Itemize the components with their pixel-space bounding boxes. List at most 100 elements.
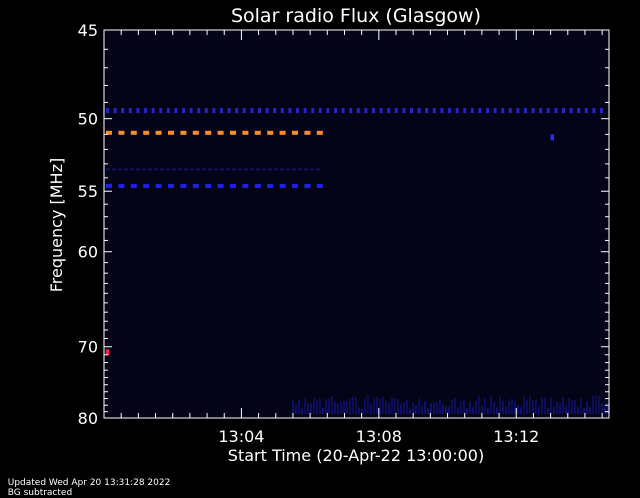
interference-53.4MHz-segment	[184, 168, 188, 171]
interference-50.9MHz-segment	[168, 130, 174, 135]
footer: Updated Wed Apr 20 13:31:28 2022 BG subt…	[2, 468, 182, 498]
interference-54.6MHz-segment	[155, 183, 162, 188]
interference-49.5MHz-segment	[417, 108, 421, 114]
y-axis-label: Frequency [MHz]	[47, 158, 66, 292]
interference-49.5MHz-segment	[189, 108, 193, 114]
interference-53.4MHz-segment	[190, 168, 194, 171]
interference-49.5MHz-segment	[463, 108, 467, 114]
interference-49.5MHz-segment	[220, 108, 223, 114]
interference-50.9MHz-segment	[130, 130, 137, 135]
interference-49.5MHz-segment	[455, 108, 459, 114]
interference-49.5MHz-segment	[182, 108, 185, 114]
interference-54.6MHz-segment	[217, 183, 224, 188]
interference-49.5MHz-segment	[128, 108, 132, 114]
interference-49.5MHz-segment	[546, 108, 550, 114]
interference-49.5MHz-segment	[592, 108, 596, 114]
interference-53.4MHz-segment	[112, 168, 116, 171]
interference-54.6MHz-segment	[143, 183, 150, 188]
interference-53.4MHz-segment	[298, 168, 302, 171]
interference-54.6MHz-segment	[192, 183, 199, 188]
interference-49.5MHz-segment	[334, 108, 337, 114]
y-tick-label: 60	[78, 243, 98, 262]
y-tick-label: 55	[78, 182, 98, 201]
interference-53.4MHz-segment	[268, 168, 272, 171]
interference-49.5MHz-segment	[174, 108, 178, 114]
interference-50.9MHz-segment	[192, 130, 199, 135]
interference-49.5MHz-segment	[242, 108, 246, 114]
interference-49.5MHz-segment	[151, 108, 155, 114]
y-tick-label: 80	[78, 409, 98, 428]
interference-53.4MHz-segment	[172, 168, 176, 171]
interference-49.5MHz-segment	[113, 108, 117, 114]
chart-title: Solar radio Flux (Glasgow)	[231, 5, 481, 27]
interference-54.6MHz-segment	[168, 183, 174, 188]
interference-53.4MHz-segment	[280, 168, 284, 171]
interference-54.6MHz-segment	[180, 183, 187, 188]
interference-53.4MHz-segment	[310, 168, 314, 171]
interference-54.6MHz-segment	[316, 183, 323, 188]
interference-49.5MHz-segment	[356, 108, 360, 114]
interference-49.5MHz-segment	[265, 108, 269, 114]
interference-49.5MHz-segment	[326, 108, 330, 114]
interference-54.6MHz-segment	[304, 183, 311, 188]
interference-53.4MHz-segment	[292, 168, 296, 171]
feature-layer	[105, 108, 603, 356]
interference-49.5MHz-segment	[508, 108, 512, 114]
interference-53.4MHz-segment	[208, 168, 212, 171]
interference-54.6MHz-segment	[118, 183, 125, 188]
interference-53.4MHz-segment	[256, 168, 260, 171]
interference-50.9MHz-segment	[230, 130, 236, 135]
interference-49.5MHz-segment	[531, 108, 535, 114]
interference-49.5MHz-segment	[539, 108, 543, 114]
interference-50.9MHz-segment	[155, 130, 162, 135]
interference-49.5MHz-segment	[341, 108, 345, 114]
interference-53.4MHz-segment	[178, 168, 182, 171]
interference-53.4MHz-segment	[106, 168, 110, 171]
interference-49.5MHz-segment	[478, 108, 482, 114]
interference-54.6MHz-segment	[205, 183, 212, 188]
interference-50.9MHz-segment	[279, 130, 286, 135]
interference-54.6MHz	[106, 183, 323, 188]
interference-53.4MHz-segment	[124, 168, 128, 171]
interference-53.4MHz-segment	[220, 168, 224, 171]
interference-54.6MHz-segment	[292, 183, 298, 188]
interference-49.5MHz-segment	[349, 108, 353, 114]
interference-53.4MHz-segment	[130, 168, 134, 171]
interference-50.9MHz-segment	[205, 130, 212, 135]
interference-53.4MHz-segment	[148, 168, 152, 171]
interference-50.9MHz-segment	[217, 130, 224, 135]
interference-54.6MHz-segment	[230, 183, 236, 188]
interference-54.6MHz-segment	[130, 183, 137, 188]
interference-49.5MHz-segment	[204, 108, 208, 114]
interference-49.5MHz-segment	[440, 108, 444, 114]
interference-49.5MHz-segment	[425, 108, 429, 114]
interference-49.5MHz-segment	[273, 108, 277, 114]
interference-53.4MHz-segment	[286, 168, 290, 171]
interference-49.5MHz-segment	[159, 108, 163, 114]
interference-49.5MHz-segment	[410, 108, 413, 114]
x-tick-label: 13:04	[218, 427, 264, 446]
interference-50.9MHz-segment	[242, 130, 249, 135]
interference-49.5MHz-segment	[584, 108, 588, 114]
interference-54.6MHz-segment	[254, 183, 261, 188]
y-tick-label: 70	[78, 338, 98, 357]
interference-53.4MHz-segment	[232, 168, 236, 171]
interference-50.9MHz-segment	[118, 130, 125, 135]
interference-49.5MHz-segment	[106, 108, 109, 114]
interference-49.5MHz-segment	[303, 108, 307, 114]
plot-frame	[103, 29, 610, 419]
interference-53.4MHz-segment	[304, 168, 308, 171]
interference-50.9MHz	[106, 130, 323, 135]
interference-49.5MHz-segment	[448, 108, 451, 114]
interference-49.5MHz-segment	[524, 108, 527, 114]
interference-49.5MHz-segment	[250, 108, 254, 114]
interference-50.9MHz-segment	[292, 130, 298, 135]
interference-49.5MHz-segment	[402, 108, 406, 114]
interference-53.4MHz-segment	[160, 168, 164, 171]
y-tick-label: 45	[78, 21, 98, 40]
interference-53.4MHz-segment	[274, 168, 278, 171]
interference-49.5MHz	[106, 108, 603, 114]
spot-51.2MHz	[550, 134, 555, 141]
x-axis-label: Start Time (20-Apr-22 13:00:00)	[228, 446, 484, 465]
interference-53.4MHz-segment	[136, 168, 140, 171]
